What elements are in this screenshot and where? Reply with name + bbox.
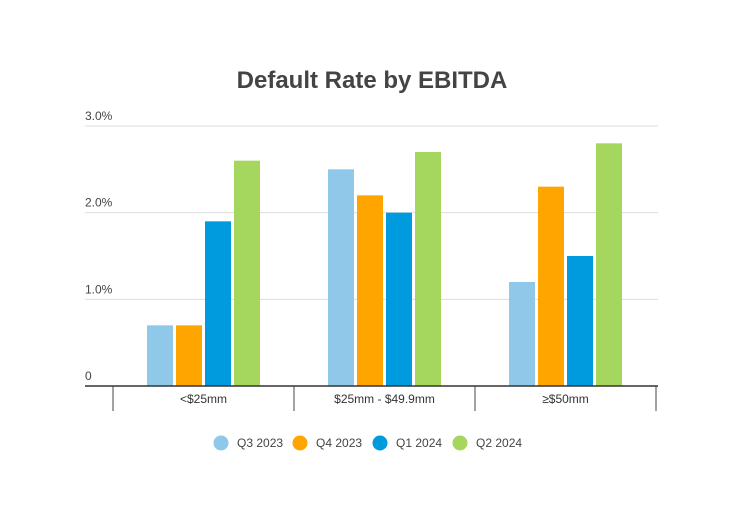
legend-label: Q1 2024 <box>396 436 442 450</box>
bars <box>147 143 622 386</box>
y-tick-label: 0 <box>85 369 92 383</box>
legend: Q3 2023 Q4 2023 Q1 2024 Q2 2024 <box>213 435 522 451</box>
legend-item: Q1 2024 <box>372 435 442 451</box>
legend-label: Q2 2024 <box>476 436 522 450</box>
bar <box>415 152 441 386</box>
x-tick-label: <$25mm <box>180 392 227 406</box>
bar <box>176 325 202 386</box>
bar <box>509 282 535 386</box>
legend-item: Q4 2023 <box>292 435 362 451</box>
bar <box>234 160 260 386</box>
bar <box>357 195 383 386</box>
legend-swatch <box>452 435 468 451</box>
x-tick-label: ≥$50mm <box>542 392 589 406</box>
legend-item: Q3 2023 <box>213 435 283 451</box>
x-axis-ticks: <$25mm $25mm - $49.9mm ≥$50mm <box>180 392 589 406</box>
y-tick-label: 3.0% <box>85 109 113 123</box>
bar <box>538 186 564 386</box>
legend-item: Q2 2024 <box>452 435 522 451</box>
legend-label: Q3 2023 <box>237 436 283 450</box>
y-tick-label: 1.0% <box>85 282 113 296</box>
y-axis-ticks: 0 1.0% 2.0% 3.0% <box>85 109 113 383</box>
y-tick-label: 2.0% <box>85 196 113 210</box>
bar <box>567 256 593 386</box>
bar <box>205 221 231 386</box>
bar <box>328 169 354 386</box>
bar <box>386 212 412 386</box>
x-tick-label: $25mm - $49.9mm <box>334 392 435 406</box>
legend-swatch <box>213 435 229 451</box>
bar <box>596 143 622 386</box>
legend-label: Q4 2023 <box>316 436 362 450</box>
legend-swatch <box>292 435 308 451</box>
chart-title: Default Rate by EBITDA <box>237 67 508 94</box>
bar <box>147 325 173 386</box>
x-axis <box>85 385 658 411</box>
legend-swatch <box>372 435 388 451</box>
